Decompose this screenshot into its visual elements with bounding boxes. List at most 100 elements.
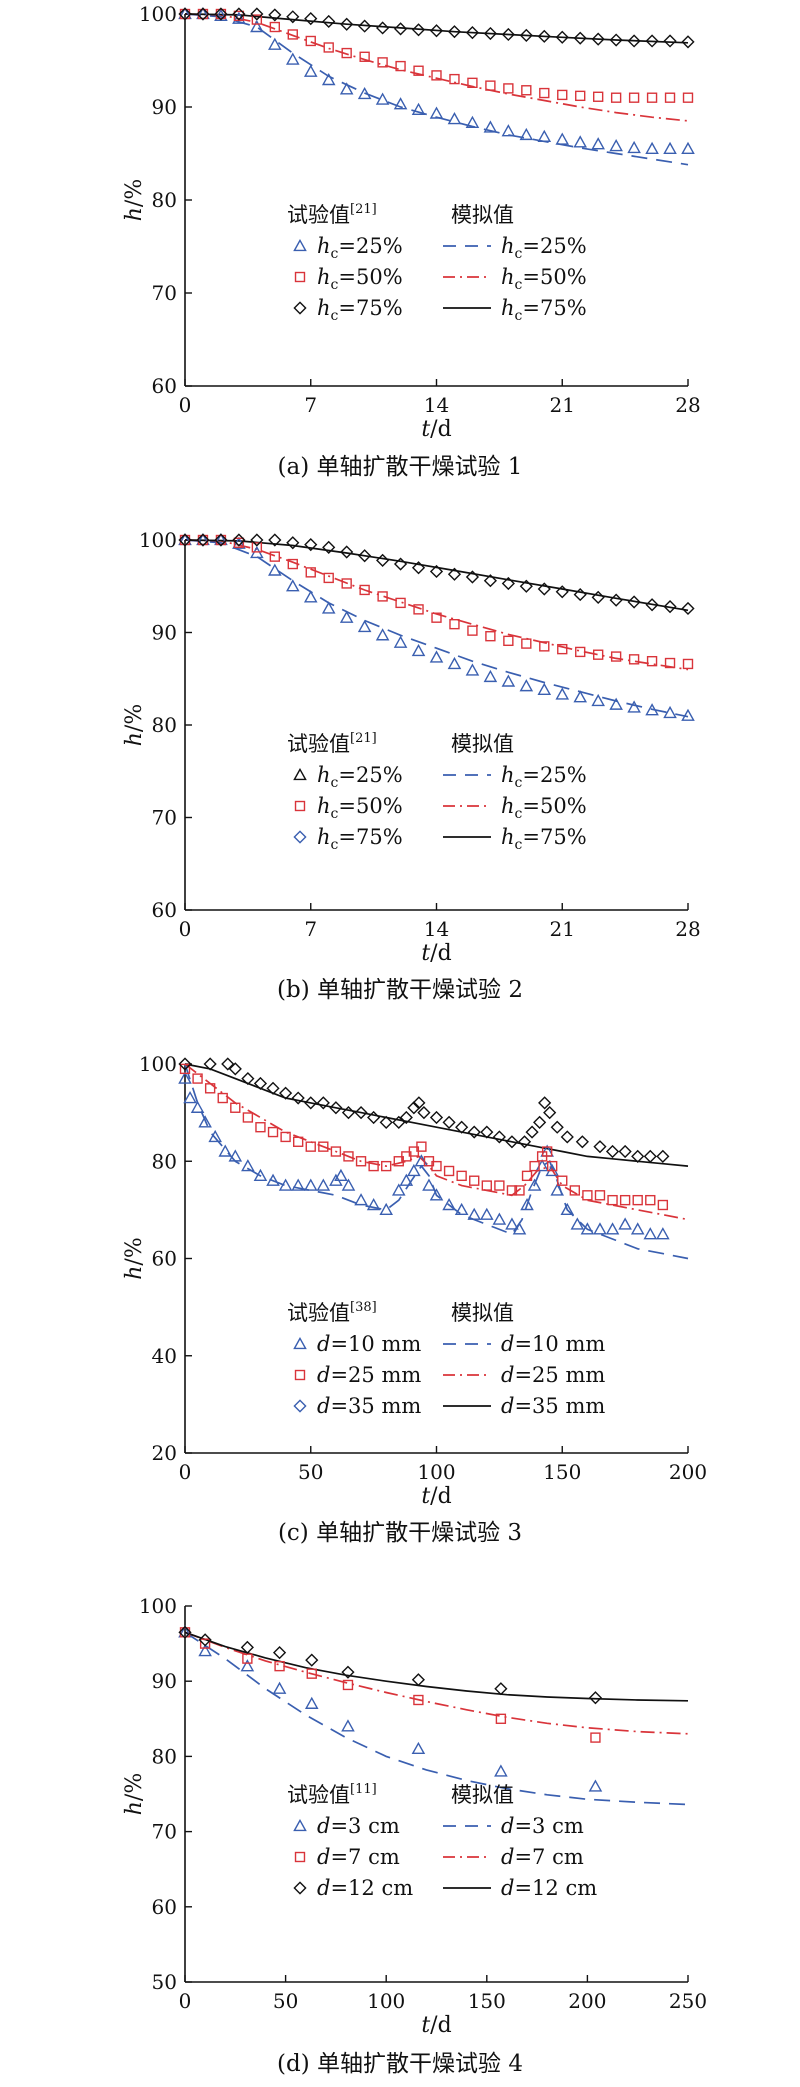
legend-sub: c [515,246,523,262]
legend-sub: c [331,775,339,791]
data-point [592,649,604,660]
model-curve [184,1631,689,1806]
data-point [429,650,444,663]
legend-param: =25% [522,234,586,258]
legend-param: =25% [338,234,402,258]
data-point [501,27,515,42]
x-tick-label: 0 [179,1989,192,2013]
data-point [663,34,677,48]
data-point [525,1125,539,1139]
data-point [431,70,442,81]
x-axis-unit: /d [430,2013,452,2038]
data-point [555,585,569,599]
data-point [411,1741,426,1755]
data-point [407,1101,421,1115]
data-point [609,697,623,710]
x-tick-label: 0 [179,917,192,941]
data-point [454,1202,469,1216]
data-point [560,1202,575,1216]
legend-test-ref: [21] [350,202,377,217]
data-point [178,1057,192,1071]
data-point [681,708,695,721]
data-point [557,643,568,655]
data-point [321,72,336,86]
y-tick-label: 50 [152,1970,177,1994]
legend-var: h [317,296,331,320]
data-point [519,127,534,141]
data-point [646,92,658,103]
data-point [591,137,605,150]
legend-param: =3 cm [514,1814,583,1838]
legend-model-label: d=3 cm [501,1814,584,1838]
data-point [278,1178,293,1191]
data-point [521,1170,533,1182]
data-point [580,1222,595,1235]
data-point [628,92,640,103]
data-point [627,595,641,609]
data-point [537,129,552,142]
data-point [492,1212,507,1225]
data-point [643,1227,658,1240]
data-point [342,1679,354,1691]
legend-param: =50% [522,265,586,289]
data-point [503,83,514,94]
data-point [417,1106,431,1120]
data-point [196,533,210,547]
data-point [483,574,497,588]
data-point [272,1646,287,1660]
legend-var: d [317,1845,330,1869]
data-point [318,1141,329,1152]
data-point [480,1207,494,1220]
data-point [251,542,263,553]
data-point [221,1057,235,1071]
x-tick-label: 28 [675,393,700,417]
legend-test-title: 试验值[38] [287,1300,377,1325]
x-tick-label: 250 [669,1989,707,2013]
x-axis-label: t/d [421,1484,451,1509]
data-point [573,587,587,602]
data-point [381,1160,392,1172]
data-point [393,557,408,571]
data-point [366,1197,381,1211]
data-point [253,1168,268,1182]
data-point [645,141,659,155]
x-tick-label: 14 [424,917,449,941]
legend-label: d=35 mm [317,1394,421,1418]
data-point [303,1178,318,1191]
legend-var: d [317,1332,330,1356]
data-point [429,106,444,119]
model-curve [184,1631,689,1702]
legend-sub: c [331,806,339,822]
data-point [377,57,388,68]
legend-param: =7 cm [514,1845,583,1869]
data-point [447,112,462,125]
legend-var: d [317,1814,330,1838]
data-point [199,1638,211,1649]
model-curve [184,13,689,166]
y-axis-label: h/% [122,704,147,747]
legend-var: h [501,265,515,289]
data-point [357,86,372,100]
y-axis-unit: /% [122,704,147,732]
legend-sub: c [331,837,339,853]
legend-var: d [501,1363,514,1387]
data-point [395,60,406,72]
legend-marker [293,1881,307,1895]
data-point [341,47,352,59]
data-point [341,1178,356,1191]
data-point [501,576,515,591]
y-tick-label: 80 [152,713,177,737]
x-tick-label: 7 [304,393,317,417]
legend-var: h [317,234,331,258]
data-point [442,1197,456,1211]
data-point [250,19,264,33]
legend-test-title: 试验值[21] [287,202,377,227]
data-point [399,1110,413,1125]
data-point [449,618,460,630]
data-point [393,22,408,36]
data-point [663,141,677,155]
data-point [197,534,209,546]
legend-marker [294,800,306,812]
y-tick-label: 60 [152,1247,177,1271]
data-point [266,1081,280,1095]
